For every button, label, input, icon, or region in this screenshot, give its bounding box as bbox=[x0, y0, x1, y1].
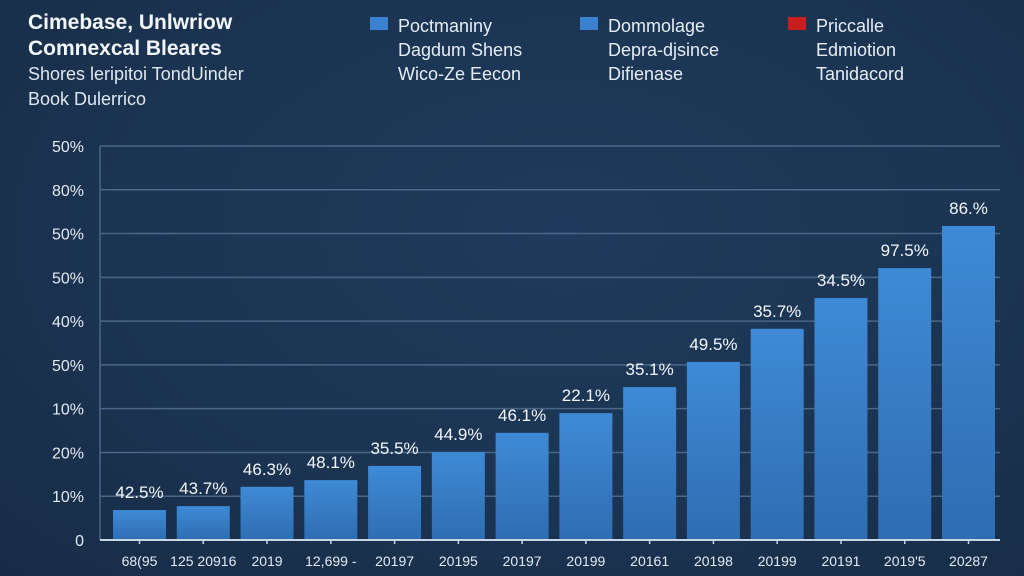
y-tick-label: 50% bbox=[52, 227, 84, 244]
bar bbox=[814, 298, 868, 540]
chart-title-block: Cimebase, Unlwriow Comnexcal Bleares Sho… bbox=[28, 10, 244, 112]
chart-subtitle-line-1: Shores leripitoi TondUinder bbox=[28, 64, 244, 84]
bar bbox=[623, 387, 677, 540]
chart-title-line-1: Cimebase, Unlwriow bbox=[28, 11, 233, 34]
legend-text-1: Poctmaniny Dagdum Shens Wico-Ze Eecon bbox=[398, 14, 522, 86]
legend-2-line-2: Depra-djsince bbox=[608, 40, 720, 60]
y-tick-label: 50% bbox=[52, 270, 84, 287]
data-label: 34.5% bbox=[817, 271, 865, 290]
legend-2-line-3: Difienase bbox=[608, 64, 684, 84]
data-label: 44.9% bbox=[434, 425, 482, 444]
data-label: 35.5% bbox=[370, 439, 418, 458]
data-label: 22.1% bbox=[562, 386, 610, 405]
bar bbox=[304, 480, 358, 540]
data-label: 86.% bbox=[949, 199, 988, 218]
x-tick-label: 20287 bbox=[949, 553, 988, 569]
x-tick-label: 20195 bbox=[439, 553, 478, 569]
x-tick-label: 2019 bbox=[251, 553, 282, 569]
chart-title-line-2: Comnexcal Bleares bbox=[28, 37, 222, 60]
legend-3-line-1: Priccalle bbox=[816, 16, 885, 36]
bar bbox=[559, 413, 613, 540]
x-axis-ticks: 68(95 125 20916 2019 12,699 - 20197 20195 2019… bbox=[122, 540, 988, 569]
axes bbox=[99, 146, 1000, 541]
bar bbox=[431, 452, 485, 540]
data-label: 46.3% bbox=[243, 460, 291, 479]
y-tick-label: 10% bbox=[52, 489, 84, 506]
y-tick-label: 20% bbox=[52, 445, 84, 462]
x-tick-label: 20199 bbox=[566, 553, 605, 569]
legend-1-line-2: Dagdum Shens bbox=[398, 40, 523, 60]
x-tick-label: 20191 bbox=[821, 553, 860, 569]
legend-3-line-2: Edmiotion bbox=[816, 40, 897, 60]
data-label: 49.5% bbox=[689, 335, 737, 354]
chart-subtitle-line-2: Book Dulerrico bbox=[28, 89, 147, 109]
y-tick-label: 10% bbox=[52, 402, 84, 419]
bar bbox=[176, 506, 230, 540]
data-label: 46.1% bbox=[498, 406, 546, 425]
bar bbox=[750, 328, 804, 540]
data-label: 48.1% bbox=[307, 453, 355, 472]
y-tick-label: 50% bbox=[52, 358, 84, 375]
bar bbox=[686, 361, 740, 540]
y-tick-label: 40% bbox=[52, 314, 84, 331]
bar bbox=[113, 510, 166, 540]
y-tick-label: 0 bbox=[75, 533, 84, 550]
x-tick-label: 20199 bbox=[758, 553, 797, 569]
x-tick-label: 20161 bbox=[630, 553, 669, 569]
bar bbox=[878, 268, 932, 540]
bar bbox=[495, 432, 549, 540]
x-tick-label: 20197 bbox=[503, 553, 542, 569]
y-tick-label: 80% bbox=[52, 183, 84, 200]
data-label: 35.7% bbox=[753, 302, 801, 321]
bar bbox=[240, 486, 294, 540]
legend-2-line-1: Dommolage bbox=[608, 16, 706, 36]
legend-swatch-1 bbox=[370, 17, 388, 30]
data-label: 35.1% bbox=[626, 360, 674, 379]
legend-text-3: Priccalle Edmiotion Tanidacord bbox=[816, 14, 904, 86]
x-tick-label: 12,699 - bbox=[305, 553, 357, 569]
bar bbox=[942, 225, 995, 540]
y-axis-ticks: 0 10% 20% 10% 50% 40% 50% 50% 80% 50% bbox=[52, 139, 84, 550]
legend-1-line-1: Poctmaniny bbox=[398, 16, 493, 36]
data-labels: 42.5% 43.7% 46.3% 48.1% 35.5% 44.9% 46.1% 22.1%… bbox=[115, 199, 987, 502]
legend-swatch-3 bbox=[788, 17, 806, 30]
x-tick-label: 68(95 bbox=[122, 553, 158, 569]
legend-3-line-3: Tanidacord bbox=[816, 64, 905, 84]
data-label: 97.5% bbox=[881, 241, 929, 260]
data-label: 43.7% bbox=[179, 479, 227, 498]
bars bbox=[113, 225, 995, 540]
legend-1-line-3: Wico-Ze Eecon bbox=[398, 64, 522, 84]
legend-swatch-2 bbox=[580, 17, 598, 30]
y-tick-label: 50% bbox=[52, 139, 84, 156]
x-tick-label: 125 20916 bbox=[170, 553, 236, 569]
x-tick-label: 20198 bbox=[694, 553, 733, 569]
bar bbox=[368, 465, 422, 540]
x-tick-label: 2019'5 bbox=[884, 553, 926, 569]
legend-text-2: Dommolage Depra-djsince Difienase bbox=[608, 14, 719, 86]
data-label: 42.5% bbox=[115, 483, 163, 502]
x-tick-label: 20197 bbox=[375, 553, 414, 569]
